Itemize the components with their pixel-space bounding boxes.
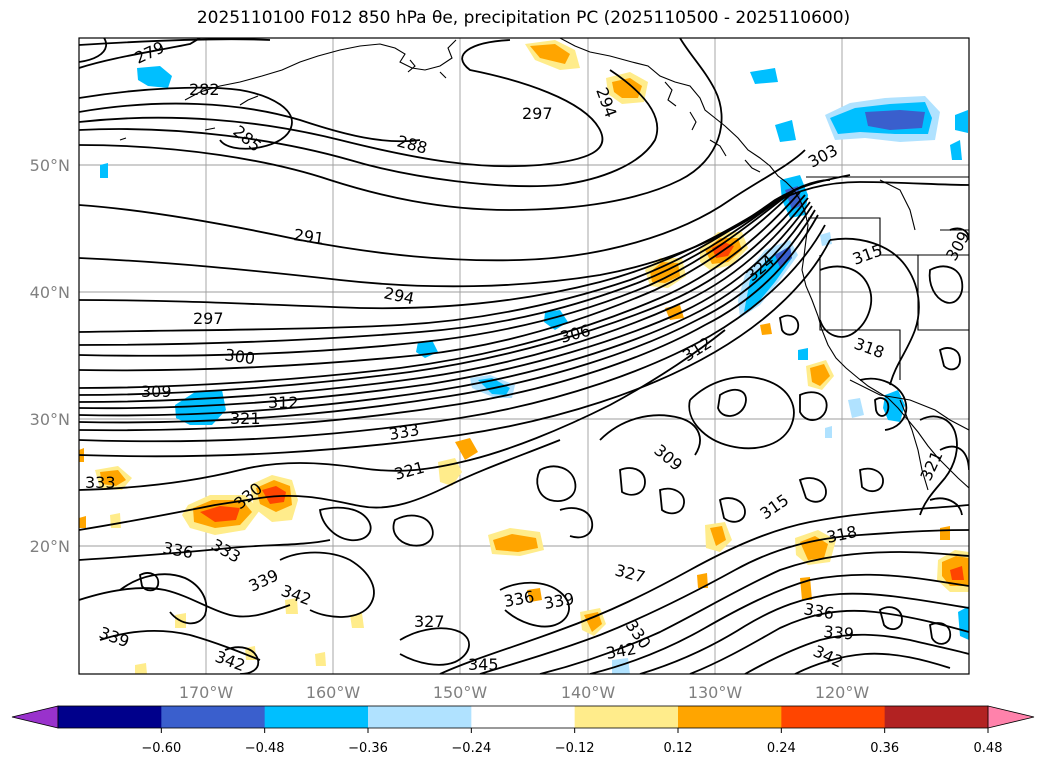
longitude-axis: 170°W 160°W 150°W 140°W 130°W 120°W [179,683,870,702]
contour-label: 321 [230,409,261,428]
contour-label: 291 [292,225,325,248]
colorbar-segment [368,706,472,728]
colorbar: −0.60 −0.48 −0.36 −0.24 −0.12 0.12 0.24 0.36 0.4… [11,705,1035,756]
colorbar-left-extension [11,705,59,729]
lon-label-150w: 150°W [433,683,488,702]
colorbar-segment [781,706,886,728]
colorbar-tick-label: 0.24 [767,741,796,756]
map-title: 2025110100 F012 850 hPa θe, precipitatio… [196,8,851,28]
contour-label: 333 [85,473,116,492]
lon-label-130w: 130°W [688,683,743,702]
contour-label: 309 [141,382,172,401]
colorbar-segment [58,706,162,728]
colorbar-tick-label: −0.48 [245,741,285,756]
map-background [79,38,969,674]
contour-label: 300 [223,345,256,368]
contour-label: 345 [468,655,499,674]
colorbar-segment [574,706,679,728]
colorbar-segment [161,706,266,728]
lon-label-160w: 160°W [306,683,361,702]
colorbar-right-extension [987,705,1035,729]
colorbar-segment [678,706,782,728]
colorbar-tick-label: −0.60 [141,741,181,756]
precip-positive-areas [79,40,969,674]
contour-label: 339 [823,622,855,644]
theta-e-contours [79,38,969,674]
lat-label-30n: 30°N [30,410,70,429]
colorbar-tick-label: 0.12 [664,741,693,756]
colorbar-tick-label: 0.48 [974,741,1003,756]
colorbar-tick-label: −0.12 [555,741,595,756]
colorbar-segment [471,706,576,728]
lat-label-20n: 20°N [30,537,70,556]
borders [806,176,969,431]
lon-label-140w: 140°W [561,683,616,702]
contour-label: 282 [189,80,220,99]
lon-label-170w: 170°W [179,683,234,702]
contour-label: 297 [522,104,553,123]
lat-label-50n: 50°N [30,156,70,175]
colorbar-tick-label: −0.24 [451,741,491,756]
map-plot-area: 279 282 285 288 291 294 297 297 294 300 … [78,37,974,675]
contour-label: 312 [268,393,299,412]
coastlines [119,38,969,491]
colorbar-tick-label: −0.36 [348,741,388,756]
colorbar-segment [884,706,989,728]
contour-label: 297 [193,309,224,328]
colorbar-segment [264,706,369,728]
contour-label: 327 [414,612,445,631]
lat-label-40n: 40°N [30,283,70,302]
map-frame [78,37,970,675]
lon-label-120w: 120°W [815,683,870,702]
colorbar-frame [57,705,989,729]
colorbar-tick-label: 0.36 [870,741,899,756]
latitude-axis: 50°N 40°N 30°N 20°N [30,156,70,556]
